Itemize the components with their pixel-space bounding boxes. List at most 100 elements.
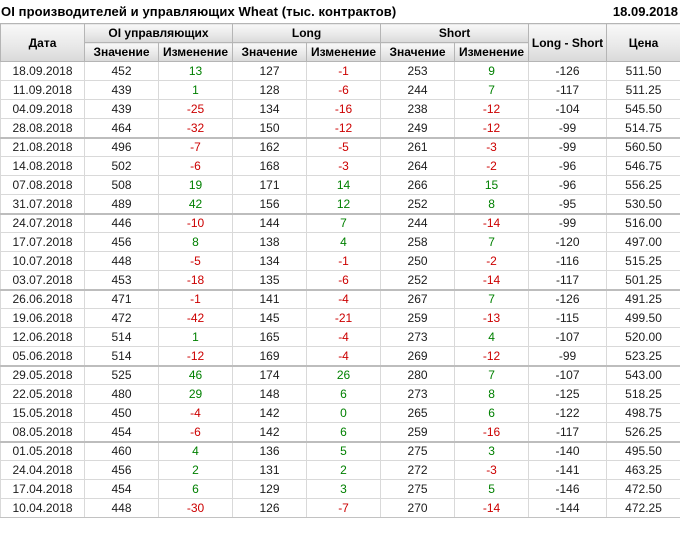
long-change-cell: -12 xyxy=(306,118,382,139)
date-cell: 15.05.2018 xyxy=(0,403,85,423)
oi-value-cell: 448 xyxy=(84,251,159,271)
short-value-cell: 238 xyxy=(380,99,456,119)
title-bar: OI производителей и управляющих Wheat (т… xyxy=(0,0,680,23)
long-change-cell: -5 xyxy=(306,137,382,157)
short-change-cell: -3 xyxy=(454,137,530,157)
col-header-oi-group: OI управляющих xyxy=(83,23,234,43)
price-cell: 495.50 xyxy=(606,441,680,461)
date-cell: 21.08.2018 xyxy=(0,137,85,157)
short-change-cell: 4 xyxy=(454,327,530,347)
long-short-cell: -126 xyxy=(528,61,608,81)
oi-value-cell: 514 xyxy=(84,327,159,347)
price-cell: 526.25 xyxy=(606,422,680,443)
price-cell: 511.25 xyxy=(606,80,680,100)
short-change-cell: 3 xyxy=(454,441,530,461)
oi-value-cell: 480 xyxy=(84,384,159,404)
col-header-short-group: Short xyxy=(380,23,530,43)
table-header: Дата OI управляющих Long Short Long - Sh… xyxy=(0,23,680,62)
short-value-cell: 273 xyxy=(380,384,456,404)
date-cell: 31.07.2018 xyxy=(0,194,85,215)
oi-change-cell: -30 xyxy=(157,498,234,518)
price-cell: 491.25 xyxy=(606,289,680,309)
col-header-long-short: Long - Short xyxy=(528,23,608,62)
oi-change-cell: 19 xyxy=(157,175,234,195)
date-cell: 12.06.2018 xyxy=(0,327,85,347)
short-change-cell: -14 xyxy=(454,213,530,233)
long-value-cell: 162 xyxy=(232,137,308,157)
date-cell: 01.05.2018 xyxy=(0,441,85,461)
long-value-cell: 141 xyxy=(232,289,308,309)
long-short-cell: -125 xyxy=(528,384,608,404)
long-short-cell: -141 xyxy=(528,460,608,480)
table-row: 10.04.2018 448 -30 126 -7 270 -14 -144 472.25 xyxy=(0,498,680,518)
long-change-cell: -4 xyxy=(306,346,382,367)
long-change-cell: -7 xyxy=(306,498,382,518)
long-value-cell: 135 xyxy=(232,270,308,291)
oi-value-cell: 439 xyxy=(84,80,159,100)
oi-value-cell: 472 xyxy=(84,308,159,328)
col-header-short-change: Изменение xyxy=(454,42,530,62)
oi-value-cell: 453 xyxy=(84,270,159,291)
oi-change-cell: -18 xyxy=(157,270,234,291)
short-value-cell: 275 xyxy=(380,441,456,461)
oi-change-cell: -6 xyxy=(157,422,234,443)
long-value-cell: 127 xyxy=(232,61,308,81)
short-change-cell: -2 xyxy=(454,251,530,271)
short-change-cell: -14 xyxy=(454,270,530,291)
long-change-cell: -1 xyxy=(306,61,382,81)
short-value-cell: 270 xyxy=(380,498,456,518)
date-cell: 24.07.2018 xyxy=(0,213,85,233)
oi-value-cell: 456 xyxy=(84,460,159,480)
header-sub-row: Значение Изменение Значение Изменение Зн… xyxy=(1,42,680,62)
table-body: 18.09.2018 452 13 127 -1 253 9 -126 511.50 11.09.… xyxy=(0,61,680,518)
oi-change-cell: -10 xyxy=(157,213,234,233)
long-short-cell: -117 xyxy=(528,422,608,443)
short-value-cell: 273 xyxy=(380,327,456,347)
oi-value-cell: 508 xyxy=(84,175,159,195)
table-row: 22.05.2018 480 29 148 6 273 8 -125 518.25 xyxy=(0,384,680,404)
long-value-cell: 150 xyxy=(232,118,308,139)
oi-change-cell: 46 xyxy=(157,365,234,385)
long-value-cell: 156 xyxy=(232,194,308,215)
price-cell: 511.50 xyxy=(606,61,680,81)
short-change-cell: 8 xyxy=(454,384,530,404)
oi-value-cell: 502 xyxy=(84,156,159,176)
long-short-cell: -117 xyxy=(528,80,608,100)
col-header-oi-value: Значение xyxy=(84,42,159,62)
oi-change-cell: 8 xyxy=(157,232,234,252)
table-row: 14.08.2018 502 -6 168 -3 264 -2 -96 546.75 xyxy=(0,156,680,176)
table-row: 17.07.2018 456 8 138 4 258 7 -120 497.00 xyxy=(0,232,680,252)
oi-change-cell: -25 xyxy=(157,99,234,119)
long-value-cell: 168 xyxy=(232,156,308,176)
oi-value-cell: 454 xyxy=(84,422,159,443)
long-short-cell: -96 xyxy=(528,156,608,176)
long-short-cell: -116 xyxy=(528,251,608,271)
short-value-cell: 264 xyxy=(380,156,456,176)
oi-value-cell: 525 xyxy=(84,365,159,385)
oi-value-cell: 448 xyxy=(84,498,159,518)
long-short-cell: -99 xyxy=(528,213,608,233)
long-value-cell: 128 xyxy=(232,80,308,100)
price-cell: 501.25 xyxy=(606,270,680,291)
oi-change-cell: 13 xyxy=(157,61,234,81)
price-cell: 463.25 xyxy=(606,460,680,480)
oi-value-cell: 454 xyxy=(84,479,159,499)
long-short-cell: -126 xyxy=(528,289,608,309)
price-cell: 530.50 xyxy=(606,194,680,215)
oi-change-cell: -6 xyxy=(157,156,234,176)
table-row: 24.04.2018 456 2 131 2 272 -3 -141 463.25 xyxy=(0,460,680,480)
table-row: 10.07.2018 448 -5 134 -1 250 -2 -116 515.25 xyxy=(0,251,680,271)
date-cell: 05.06.2018 xyxy=(0,346,85,367)
table-row: 11.09.2018 439 1 128 -6 244 7 -117 511.25 xyxy=(0,80,680,100)
oi-change-cell: 6 xyxy=(157,479,234,499)
short-change-cell: 6 xyxy=(454,403,530,423)
oi-change-cell: 29 xyxy=(157,384,234,404)
oi-change-cell: 1 xyxy=(157,327,234,347)
price-cell: 472.25 xyxy=(606,498,680,518)
long-value-cell: 136 xyxy=(232,441,308,461)
long-change-cell: 3 xyxy=(306,479,382,499)
table-row: 28.08.2018 464 -32 150 -12 249 -12 -99 514.75 xyxy=(0,118,680,139)
long-change-cell: -16 xyxy=(306,99,382,119)
table-row: 17.04.2018 454 6 129 3 275 5 -146 472.50 xyxy=(0,479,680,499)
date-cell: 28.08.2018 xyxy=(0,118,85,139)
